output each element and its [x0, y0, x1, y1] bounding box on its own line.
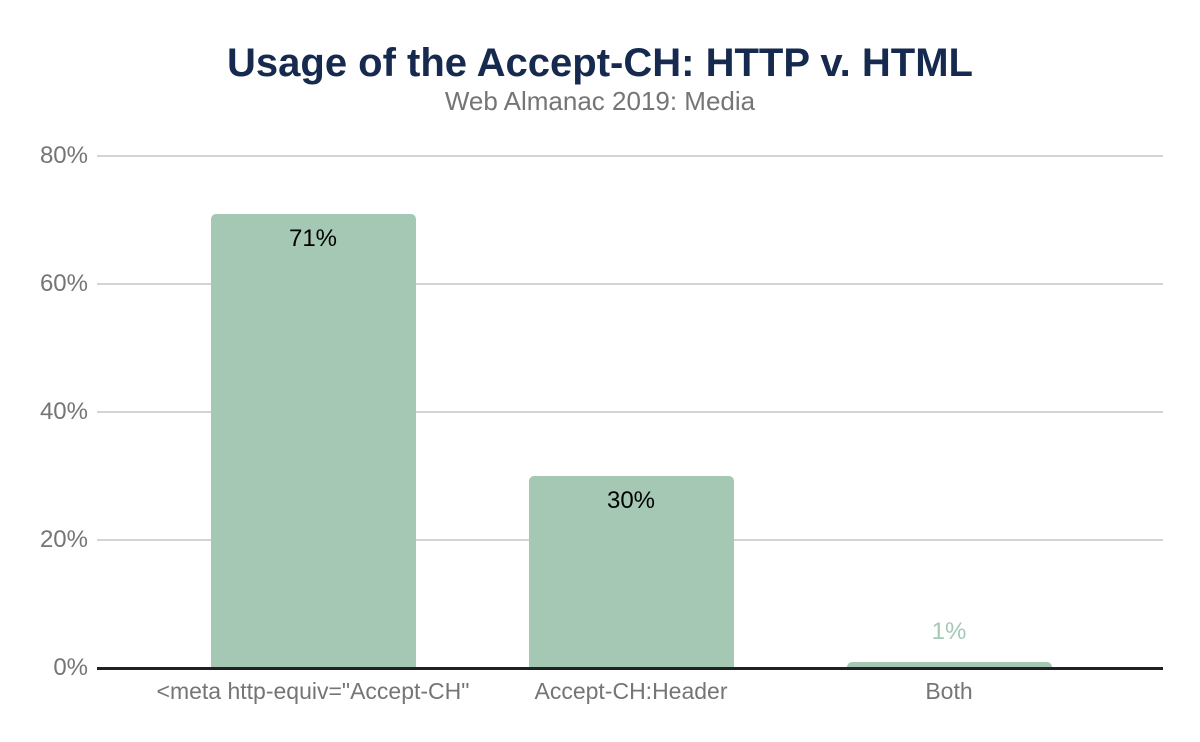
x-axis-category-label: Accept-CH:Header [534, 678, 728, 704]
bar-value-label: 1% [931, 618, 967, 645]
bar [528, 476, 734, 668]
bar [210, 214, 416, 668]
gridline [97, 411, 1163, 413]
bar-value-label: 71% [288, 225, 338, 252]
x-axis-category-label: <meta http-equiv="Accept-CH" [156, 678, 470, 704]
y-axis-tick-label: 0% [53, 654, 88, 681]
y-axis-tick-label: 60% [39, 270, 88, 297]
x-axis-line [97, 667, 1163, 670]
chart-title: Usage of the Accept-CH: HTTP v. HTML [227, 41, 973, 85]
gridline [97, 155, 1163, 157]
y-axis-tick-label: 80% [39, 142, 88, 169]
chart-subtitle: Web Almanac 2019: Media [444, 86, 756, 116]
gridline [97, 283, 1163, 285]
x-axis-category-label: Both [925, 678, 973, 704]
y-axis-tick-label: 20% [39, 526, 88, 553]
bar [846, 662, 1052, 668]
y-axis-tick-label: 40% [39, 398, 88, 425]
bar-value-label: 30% [606, 487, 656, 514]
